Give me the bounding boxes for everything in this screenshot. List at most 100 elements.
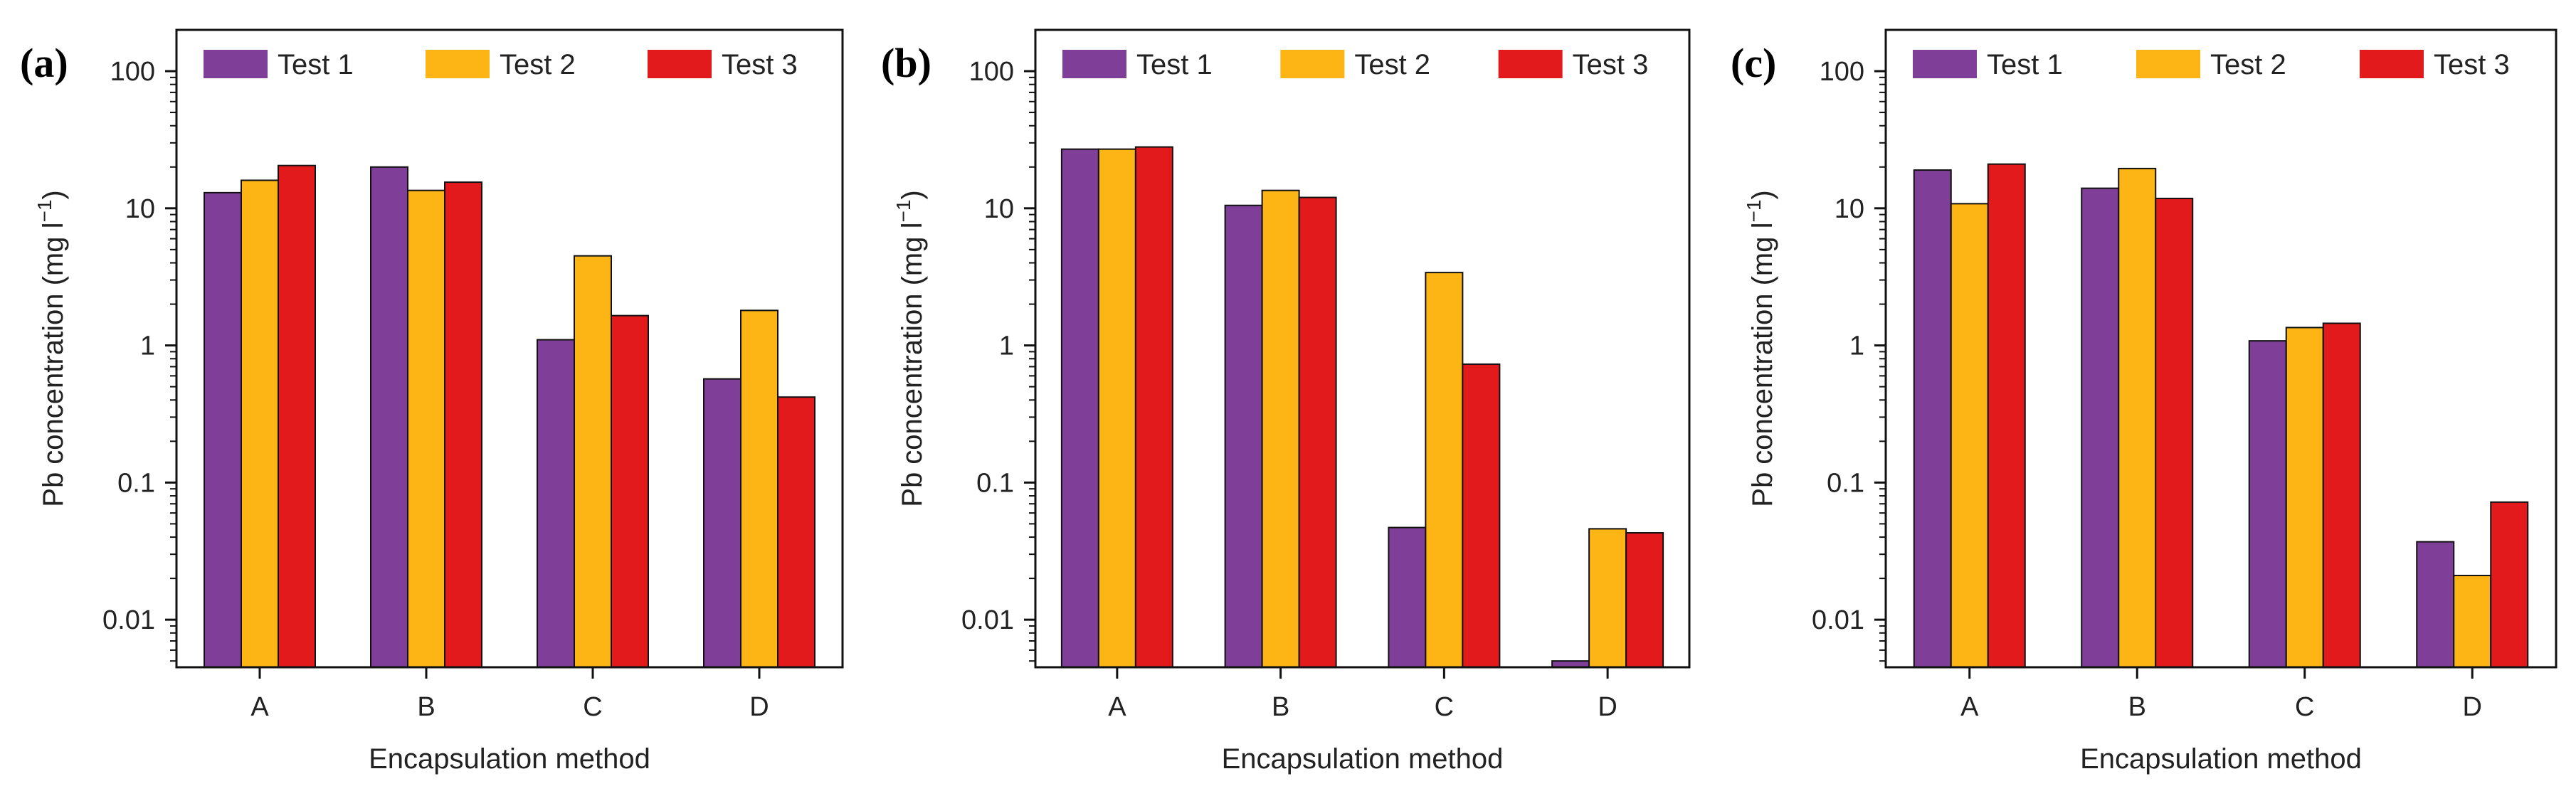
y-axis-title: Pb concentration (mg l−1)	[1743, 190, 1778, 506]
bar-test1-b	[2081, 187, 2120, 668]
legend-label-test2: Test 2	[2210, 49, 2286, 80]
y-tick-label: 1	[999, 331, 1014, 361]
bar-test2-a	[1097, 148, 1136, 669]
plot-frame	[175, 28, 844, 669]
legend-swatch-test3	[1498, 50, 1563, 78]
x-tick-label-d: D	[2463, 692, 2482, 722]
x-tick-label-a: A	[1108, 692, 1126, 722]
legend-label-test1: Test 1	[1987, 49, 2063, 80]
x-tick-label-d: D	[749, 692, 769, 722]
legend: Test 1 Test 2 Test 3	[1913, 49, 2510, 80]
y-tick-label: 0.1	[1827, 468, 1864, 498]
legend-label-test2: Test 2	[1354, 49, 1430, 80]
bar-test1-c	[1388, 526, 1427, 668]
y-tick-label: 0.1	[117, 468, 155, 498]
bar-test3-d	[777, 396, 815, 668]
plot-frame	[1034, 28, 1691, 669]
chart-panel-1: (a) 0.01 0.1 1 10 100 A B C D Encapsulation method…	[20, 28, 844, 775]
bar-test2-b	[1261, 189, 1300, 668]
panel-letter: (c)	[1731, 40, 1776, 86]
chart-panel-3: (c) 0.01 0.1 1 10 100 A B C D Encapsulation method…	[1731, 28, 2557, 775]
bar-test1-c	[2248, 340, 2287, 668]
legend-label-test2: Test 2	[500, 49, 576, 80]
y-tick-label: 0.01	[961, 605, 1014, 635]
y-tick-label: 0.01	[102, 605, 155, 635]
y-tick-label: 100	[969, 57, 1014, 87]
y-axis-title-close: )	[38, 190, 69, 199]
y-axis-title-main: Pb concentration (mg l	[897, 223, 928, 507]
x-tick-label-b: B	[1272, 692, 1289, 722]
y-tick-label: 100	[110, 57, 155, 87]
bar-test2-d	[740, 309, 778, 668]
y-tick-label: 100	[1820, 57, 1864, 87]
x-tick-label-b: B	[2128, 692, 2146, 722]
bar-test3-b	[1298, 196, 1337, 668]
x-tick-label-b: B	[417, 692, 435, 722]
y-tick-label: 1	[1849, 331, 1864, 361]
y-axis-title-main: Pb concentration (mg l	[1747, 223, 1778, 507]
bar-test3-a	[278, 164, 316, 669]
y-axis-title-main: Pb concentration (mg l	[38, 223, 69, 507]
bar-test1-b	[370, 166, 408, 669]
legend-swatch-test2	[426, 50, 490, 78]
y-tick-label: 0.01	[1812, 605, 1864, 635]
y-tick-label: 10	[984, 194, 1014, 224]
bar-test3-c	[611, 314, 649, 668]
bar-test3-a	[1134, 146, 1173, 669]
x-axis-title: Encapsulation method	[369, 743, 650, 775]
legend-label-test3: Test 3	[722, 49, 798, 80]
bar-test3-d	[2490, 501, 2529, 669]
y-axis-title-close: )	[897, 190, 928, 199]
bar-test2-b	[2118, 167, 2157, 669]
legend: Test 1 Test 2 Test 3	[1062, 49, 1648, 80]
legend-label-test1: Test 1	[1136, 49, 1213, 80]
y-axis-title-superscript: −1	[1743, 200, 1765, 223]
y-tick-label: 10	[1835, 194, 1864, 224]
legend-swatch-test1	[204, 50, 268, 78]
x-tick-label-c: C	[2295, 692, 2314, 722]
x-tick-label-d: D	[1598, 692, 1617, 722]
panel-letter: (a)	[20, 40, 68, 86]
legend-swatch-test3	[648, 50, 712, 78]
bar-test3-c	[1462, 363, 1501, 668]
bar-test1-d	[2416, 541, 2455, 669]
bar-test1-a	[1060, 148, 1099, 669]
bar-test2-c	[1425, 272, 1464, 669]
y-axis-title-superscript: −1	[892, 200, 914, 223]
x-axis-title: Encapsulation method	[1222, 743, 1504, 775]
bar-test2-c	[2285, 327, 2324, 668]
plot-frame	[1884, 28, 2557, 669]
bar-test2-c	[574, 255, 612, 668]
legend-swatch-test3	[2360, 50, 2424, 78]
y-tick-label: 0.1	[976, 468, 1014, 498]
x-tick-label-c: C	[583, 692, 602, 722]
x-tick-label-a: A	[250, 692, 269, 722]
x-tick-label-c: C	[1435, 692, 1454, 722]
legend: Test 1 Test 2 Test 3	[204, 49, 798, 80]
bar-test2-a	[241, 179, 279, 669]
bar-test3-a	[1987, 163, 2026, 669]
legend-swatch-test1	[1913, 50, 1977, 78]
bar-test3-b	[2155, 197, 2194, 668]
y-axis-title: Pb concentration (mg l−1)	[33, 190, 69, 506]
bar-test1-d	[703, 378, 741, 669]
panel-letter: (b)	[881, 40, 931, 86]
x-axis-title: Encapsulation method	[2080, 743, 2362, 775]
y-axis-title-close: )	[1747, 190, 1778, 199]
bar-test1-a	[1913, 169, 1952, 669]
legend-swatch-test2	[1280, 50, 1345, 78]
bar-test1-b	[1224, 204, 1263, 668]
y-tick-label: 1	[140, 331, 155, 361]
legend-swatch-test1	[1062, 50, 1126, 78]
y-tick-label: 10	[125, 194, 155, 224]
chart-panel-2: (b) 0.01 0.1 1 10 100 A B C D Encapsulation method…	[881, 28, 1691, 775]
bar-test2-d	[2453, 575, 2492, 669]
x-tick-label-a: A	[1960, 692, 1979, 722]
bar-test2-d	[1588, 528, 1627, 669]
bar-test3-b	[444, 181, 482, 669]
y-axis-title-superscript: −1	[33, 200, 56, 223]
legend-label-test1: Test 1	[278, 49, 354, 80]
legend-label-test3: Test 3	[2434, 49, 2510, 80]
bar-test3-d	[1625, 532, 1664, 669]
